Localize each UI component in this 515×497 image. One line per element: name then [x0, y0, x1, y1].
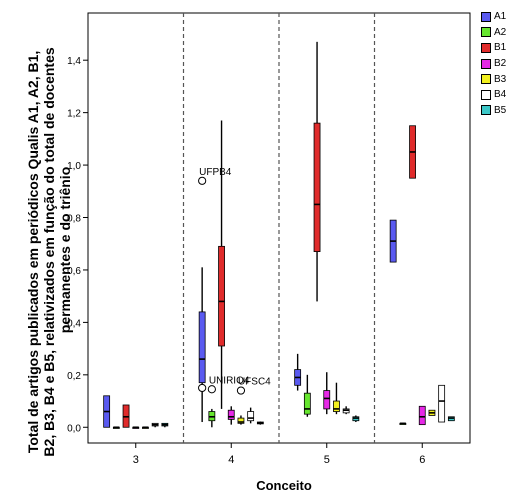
y-axis-title-line-3: permanentes e do triênio: [57, 167, 73, 333]
y-tick-label: 0,6: [67, 266, 81, 277]
legend-label: B1: [494, 42, 507, 54]
x-tick-label: 3: [133, 454, 139, 466]
outlier-point: [207, 385, 216, 394]
box-b1: [313, 122, 321, 252]
box-b2: [418, 405, 426, 426]
box-b4: [247, 411, 255, 422]
y-tick-label: 0,2: [67, 371, 81, 382]
legend-item-b2: B2: [481, 56, 506, 72]
y-tick-label: 1,0: [67, 161, 81, 172]
outlier-point: [236, 386, 246, 395]
legend-swatch: [481, 89, 491, 100]
legend-item-a1: A1: [481, 9, 506, 25]
y-axis-title-line-1: Total de artigos publicados em periódico…: [25, 51, 41, 453]
legend-swatch: [481, 105, 491, 116]
box-b2: [227, 409, 235, 420]
y-tick-label: 0,4: [67, 318, 81, 329]
legend-label: A2: [494, 26, 507, 38]
y-tick-label: 1,4: [67, 56, 81, 67]
y-axis-title: Total de artigos publicados em periódico…: [25, 43, 73, 456]
legend-label: B5: [494, 104, 507, 116]
legend: A1 A2 B1 B2 B3 B4 B5: [481, 9, 506, 118]
legend-swatch: [481, 27, 491, 38]
legend-label: B2: [494, 58, 507, 70]
legend-swatch: [481, 42, 491, 53]
outlier-label: UFSC4: [238, 377, 271, 388]
y-tick-label: 0,0: [67, 423, 81, 434]
y-axis-title-line-2: B2, B3, B4 e B5, relativizados em função…: [41, 47, 57, 456]
legend-swatch: [481, 11, 491, 22]
box-b3: [237, 417, 245, 424]
box-a2: [303, 392, 311, 415]
box-a1: [198, 311, 206, 384]
outlier-point: [198, 383, 207, 393]
outlier-label: UFPB4: [199, 167, 232, 178]
y-tick-label: 1,2: [67, 109, 81, 120]
x-tick-label: 4: [228, 454, 234, 466]
box-b2: [323, 390, 331, 410]
legend-item-b1: B1: [481, 40, 506, 56]
x-tick-label: 6: [419, 454, 425, 466]
legend-item-b4: B4: [481, 87, 506, 103]
outlier-point: [198, 176, 207, 185]
outlier-label: UNIRIO4: [209, 375, 250, 386]
legend-item-b5: B5: [481, 103, 506, 119]
x-tick-label: 5: [324, 454, 330, 466]
legend-item-a2: A2: [481, 25, 506, 41]
box-b4: [438, 384, 446, 423]
legend-swatch: [481, 58, 491, 69]
box-b1: [218, 245, 225, 347]
legend-item-b3: B3: [481, 71, 506, 87]
y-tick-label: 0,8: [67, 214, 81, 225]
legend-label: B4: [494, 89, 507, 101]
legend-swatch: [481, 74, 491, 85]
legend-label: B3: [494, 73, 507, 85]
x-axis-title: Conceito: [256, 478, 312, 493]
plot-area: 0,0 0,2 0,4 0,6 0,8 1,0 1,2 1,4 3 4 5 6 UFPB4 UNIRIO4…: [67, 12, 471, 466]
legend-label: A1: [494, 11, 507, 23]
box-b3: [333, 400, 340, 412]
